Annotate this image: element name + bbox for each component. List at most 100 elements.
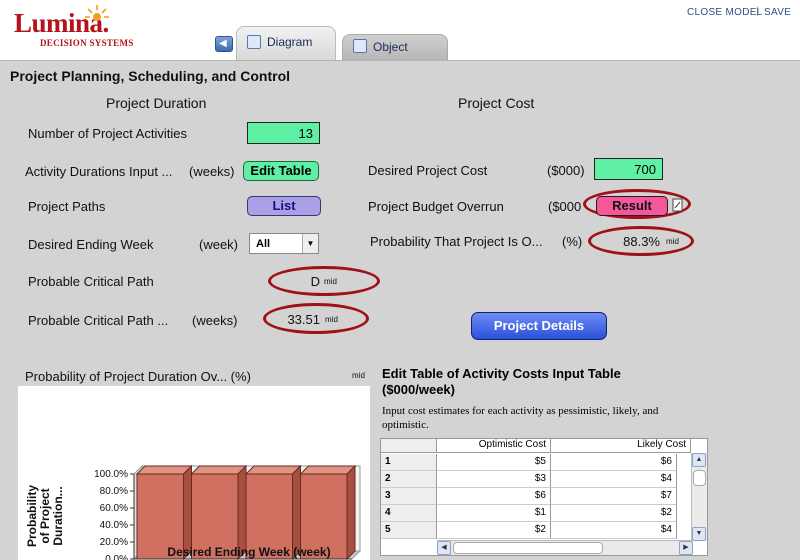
cost-table: Optimistic Cost Likely Cost 1 $5 $6 2 $3 $4 3 $… [380,438,708,556]
edit-table-button[interactable]: Edit Table [243,161,319,181]
critical-path-label: Probable Critical Path [28,274,154,289]
y-tick-label: 80.0% [100,486,128,497]
header-separator: | [756,6,759,17]
y-tick-label: 40.0% [100,520,128,531]
table-cell[interactable]: $4 [551,471,677,488]
back-arrow-icon: ◀ [219,38,227,49]
tab-diagram-label: Diagram [267,35,313,49]
table-cell[interactable]: $4 [551,522,677,539]
probability-overrun-units: (%) [562,234,583,249]
y-axis-label: Probability of Project Duration... [25,485,65,547]
critical-path-weeks-units: (weeks) [192,313,238,328]
vertical-scroll-thumb[interactable] [693,470,706,486]
chart-svg: 0.0%20.0%40.0%60.0%80.0%100.0%27282930De… [25,464,362,560]
bar [191,473,239,560]
bar [136,473,184,560]
list-button[interactable]: List [247,196,321,216]
save-link[interactable]: SAVE [764,7,792,18]
probability-chart: 0.0%20.0%40.0%60.0%80.0%100.0%27282930De… [18,386,370,560]
column-header-optimistic[interactable]: Optimistic Cost [437,439,551,453]
table-row-index: 4 [381,505,437,522]
edit-table-description: Input cost estimates for each activity a… [382,405,659,431]
bar-top [135,465,193,475]
edit-note-icon[interactable] [672,198,684,212]
logo-subtitle: DECISION SYSTEMS [40,38,134,48]
table-row-index: 1 [381,454,437,471]
tab-diagram[interactable]: Diagram [236,26,336,62]
bar-top [244,465,302,475]
object-icon [353,39,367,53]
critical-path-value[interactable]: D [310,274,320,289]
table-row-index: 2 [381,471,437,488]
num-activities-input[interactable]: 13 [247,122,320,144]
activity-durations-label: Activity Durations Input ... [25,164,173,179]
tab-object[interactable]: Object [342,34,448,60]
diagram-panel: Project Planning, Scheduling, and Contro… [0,60,800,560]
edit-table-title: Edit Table of Activity Costs Input Table… [382,366,621,397]
budget-overrun-highlight [583,189,691,219]
table-cell[interactable]: $7 [551,488,677,505]
project-details-button[interactable]: Project Details [471,312,607,340]
vertical-scrollbar[interactable]: ▲ ▼ [691,453,707,541]
column-header-likely[interactable]: Likely Cost [551,439,691,453]
critical-path-weeks-label: Probable Critical Path ... [28,313,169,328]
activity-durations-units: (weeks) [189,164,235,179]
logo-sun-icon [85,5,109,21]
header: Lumina. DECISION SYSTEMS CLOSE MODEL | S… [0,0,800,62]
y-tick-label: 100.0% [94,469,128,480]
desired-cost-units: ($000) [547,163,585,178]
desired-ending-week-units: (week) [199,237,239,252]
probability-overrun-mid-tag: mid [666,237,679,246]
scroll-left-icon[interactable]: ◀ [437,541,451,555]
bar [245,473,293,560]
critical-path-weeks-mid-tag: mid [325,315,338,324]
bar-top [299,465,357,475]
project-paths-label: Project Paths [28,199,106,214]
table-row-index: 5 [381,522,437,539]
critical-path-weeks-value[interactable]: 33.51 [287,312,320,327]
probability-overrun-value[interactable]: 88.3% [623,234,660,249]
budget-overrun-label: Project Budget Overrun [368,199,504,214]
desired-ending-week-value: All [256,238,271,250]
y-tick-label: 0.0% [105,554,128,560]
scroll-down-icon[interactable]: ▼ [692,527,706,541]
edit-table-panel: Edit Table of Activity Costs Input Table… [380,366,710,560]
desired-ending-week-select[interactable]: All ▼ [249,233,319,254]
back-button[interactable]: ◀ [215,36,233,52]
budget-overrun-units: ($000 [548,199,582,214]
diagram-icon [247,35,261,49]
desired-ending-week-label: Desired Ending Week [28,237,154,252]
bar-side [346,464,356,560]
scroll-up-icon[interactable]: ▲ [692,453,706,467]
table-cell[interactable]: $6 [437,488,551,505]
table-cell[interactable]: $2 [437,522,551,539]
x-axis-label: Desired Ending Week (week) [167,545,330,559]
table-cell[interactable]: $5 [437,454,551,471]
result-button[interactable]: Result [596,196,668,216]
critical-path-weeks-highlight [263,303,369,334]
probability-overrun-highlight [588,226,694,256]
page-title: Project Planning, Scheduling, and Contro… [10,68,291,84]
bar-top [190,465,248,475]
table-corner-header [381,439,437,453]
num-activities-label: Number of Project Activities [28,126,187,141]
bar [300,473,348,560]
y-axis-label-line: Probability [25,485,39,547]
logo-name: Lumina. [14,8,109,38]
horizontal-scroll-thumb[interactable] [453,542,603,554]
horizontal-scrollbar[interactable]: ◀ ▶ [437,540,693,555]
duration-section-title: Project Duration [106,95,207,111]
table-cell[interactable]: $1 [437,505,551,522]
scroll-right-icon[interactable]: ▶ [679,541,693,555]
desired-cost-label: Desired Project Cost [368,163,488,178]
critical-path-highlight [268,266,380,296]
table-cell[interactable]: $3 [437,471,551,488]
y-axis-label-line: of Project [38,488,52,543]
chart-mid-tag: mid [352,371,365,380]
y-tick-label: 60.0% [100,503,128,514]
desired-cost-input[interactable]: 700 [594,158,663,180]
close-model-link[interactable]: CLOSE MODEL [687,7,763,18]
chevron-down-icon: ▼ [302,234,318,253]
table-cell[interactable]: $6 [551,454,677,471]
table-cell[interactable]: $2 [551,505,677,522]
